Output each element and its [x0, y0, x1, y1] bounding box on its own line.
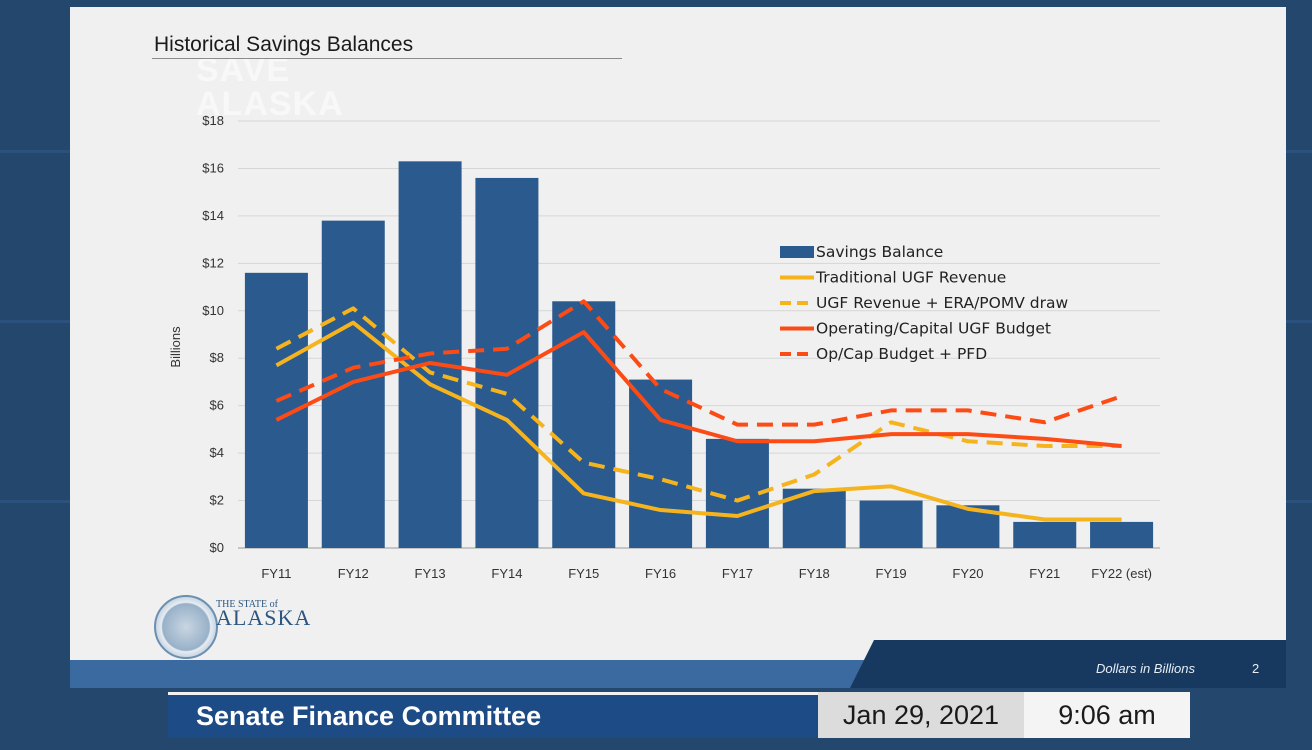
- watermark-line-2: ALASKA: [196, 85, 344, 123]
- gridlines: [238, 120, 1160, 549]
- x-tick-label: FY21: [1029, 566, 1060, 581]
- logo-large-text: ALASKA: [216, 605, 312, 630]
- y-tick-label: $14: [202, 208, 224, 223]
- legend-entry: Op/Cap Budget + PFD: [816, 345, 987, 363]
- bar: [1090, 521, 1154, 548]
- x-tick-label: FY18: [799, 566, 830, 581]
- broadcast-date: Jan 29, 2021: [818, 692, 1024, 738]
- y-tick-label: $18: [202, 113, 224, 128]
- series-line: [275, 320, 1122, 522]
- legend-entry: UGF Revenue + ERA/POMV draw: [816, 294, 1068, 312]
- page-number: 2: [1252, 661, 1260, 676]
- legend-entry: Savings Balance: [816, 243, 943, 261]
- bar: [859, 500, 923, 548]
- bar: [321, 220, 385, 548]
- x-tick-label: FY12: [338, 566, 369, 581]
- x-tick-label: FY15: [568, 566, 599, 581]
- y-tick-label: $2: [210, 493, 224, 508]
- x-tick-label: FY17: [722, 566, 753, 581]
- state-seal-icon: [154, 595, 218, 659]
- y-tick-label: $6: [210, 398, 224, 413]
- y-tick-label: $16: [202, 160, 224, 175]
- legend-entry: Traditional UGF Revenue: [815, 269, 1006, 287]
- x-tick-label: FY11: [261, 566, 291, 581]
- legend: Savings Balance Traditional UGF Revenue UG…: [780, 243, 1068, 363]
- slide-title: Historical Savings Balances: [154, 33, 414, 56]
- series-line: [275, 306, 1122, 503]
- x-tick-label: FY16: [645, 566, 676, 581]
- savings-balance-chart: $0$2$4$6$8$10$12$14$16$18 FY11 FY12 FY13 FY…: [168, 113, 1160, 581]
- logo-small-text: THE STATE of: [216, 599, 278, 610]
- x-axis-ticks: FY11 FY12 FY13 FY14 FY15 FY16 FY17 FY18 FY19 FY20…: [261, 566, 1152, 581]
- y-axis-ticks: $0 $2 $4 $6 $8 $10 $12 $14 $16 $18: [202, 113, 224, 555]
- title-underline: [152, 58, 622, 59]
- committee-banner: Senate Finance Committee: [168, 692, 820, 738]
- bar: [1013, 521, 1077, 548]
- committee-name: Senate Finance Committee: [196, 701, 542, 731]
- footer-accent: [70, 660, 870, 688]
- line-series: [275, 299, 1123, 522]
- legend-swatch: [780, 246, 814, 258]
- y-tick-label: $8: [210, 350, 224, 365]
- bar: [629, 379, 693, 548]
- presentation-slide: SAVE ALASKA Historical Savings Balances …: [70, 7, 1286, 688]
- series-line: [275, 299, 1123, 427]
- footer-note: Dollars in Billions: [1096, 661, 1195, 676]
- x-tick-label: FY22 (est): [1091, 566, 1152, 581]
- series-line: [275, 330, 1122, 448]
- broadcast-time: 9:06 am: [1024, 692, 1190, 738]
- x-tick-label: FY19: [876, 566, 907, 581]
- bar: [552, 301, 616, 548]
- y-axis-label: Billions: [168, 326, 183, 368]
- legend-entry: Operating/Capital UGF Budget: [816, 320, 1051, 338]
- y-tick-label: $4: [210, 445, 224, 460]
- x-tick-label: FY20: [952, 566, 983, 581]
- x-tick-label: FY14: [491, 566, 522, 581]
- y-tick-label: $12: [202, 255, 224, 270]
- footer-dark-panel: [850, 640, 1286, 688]
- y-tick-label: $10: [202, 303, 224, 318]
- y-tick-label: $0: [210, 540, 224, 555]
- x-tick-label: FY13: [415, 566, 446, 581]
